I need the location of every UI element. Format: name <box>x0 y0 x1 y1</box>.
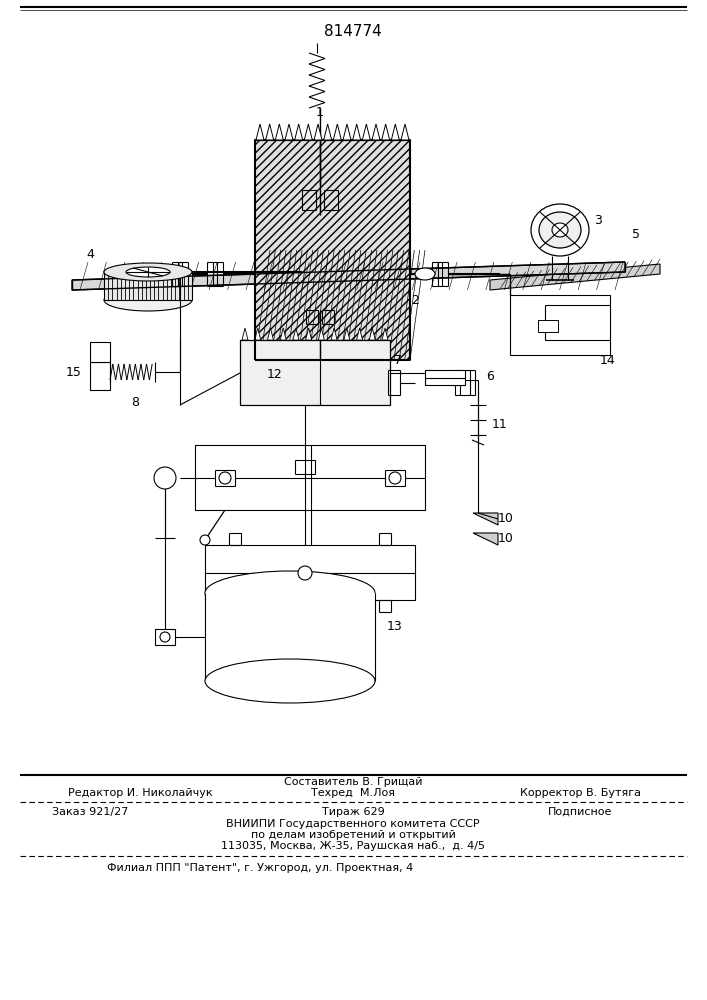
Polygon shape <box>392 124 399 140</box>
Polygon shape <box>362 124 370 140</box>
Text: Филиал ППП "Патент", г. Ужгород, ул. Проектная, 4: Филиал ППП "Патент", г. Ужгород, ул. Про… <box>107 863 413 873</box>
Bar <box>255 140 410 360</box>
Polygon shape <box>356 328 363 340</box>
Bar <box>510 295 610 355</box>
Text: 8: 8 <box>131 395 139 408</box>
Polygon shape <box>382 124 390 140</box>
Polygon shape <box>305 328 312 340</box>
Ellipse shape <box>126 267 170 277</box>
Polygon shape <box>266 124 274 140</box>
Text: 6: 6 <box>486 370 494 383</box>
Text: Тираж 629: Тираж 629 <box>322 807 385 817</box>
Polygon shape <box>372 124 380 140</box>
Text: 10: 10 <box>498 532 514 546</box>
Polygon shape <box>353 124 361 140</box>
Ellipse shape <box>104 263 192 281</box>
Text: ×: × <box>391 473 399 483</box>
Bar <box>155 629 175 645</box>
Bar <box>195 445 425 510</box>
Polygon shape <box>267 328 274 340</box>
Ellipse shape <box>205 659 375 703</box>
Polygon shape <box>293 328 299 340</box>
Bar <box>425 370 465 385</box>
Circle shape <box>200 535 210 545</box>
Polygon shape <box>382 328 388 340</box>
Ellipse shape <box>539 212 581 248</box>
Text: 814774: 814774 <box>324 24 382 39</box>
Polygon shape <box>343 124 351 140</box>
Ellipse shape <box>552 223 568 237</box>
Text: 5: 5 <box>632 229 640 241</box>
Bar <box>240 340 390 405</box>
Text: 4: 4 <box>86 248 94 261</box>
Ellipse shape <box>298 566 312 580</box>
Text: по делам изобретений и открытий: по делам изобретений и открытий <box>250 830 455 840</box>
Text: Корректор В. Бутяга: Корректор В. Бутяга <box>520 788 641 798</box>
Polygon shape <box>314 124 322 140</box>
Polygon shape <box>331 328 337 340</box>
Bar <box>538 320 558 332</box>
Text: 12: 12 <box>267 368 283 381</box>
Text: 2: 2 <box>411 294 419 306</box>
Polygon shape <box>255 328 261 340</box>
Text: 11: 11 <box>492 418 508 432</box>
Polygon shape <box>490 264 660 290</box>
Bar <box>205 593 375 681</box>
Text: Заказ 921/27: Заказ 921/27 <box>52 807 128 817</box>
Ellipse shape <box>205 571 375 615</box>
Text: 9: 9 <box>336 605 344 618</box>
Polygon shape <box>242 328 248 340</box>
Polygon shape <box>318 328 325 340</box>
Polygon shape <box>72 262 625 290</box>
Text: ВНИИПИ Государственного комитета СССР: ВНИИПИ Государственного комитета СССР <box>226 819 480 829</box>
Ellipse shape <box>154 467 176 489</box>
Text: Редактор И. Николайчук: Редактор И. Николайчук <box>68 788 212 798</box>
Polygon shape <box>280 328 286 340</box>
Polygon shape <box>304 124 312 140</box>
Polygon shape <box>473 513 498 525</box>
Polygon shape <box>333 124 341 140</box>
Ellipse shape <box>160 632 170 642</box>
Text: 1: 1 <box>316 105 324 118</box>
Polygon shape <box>275 124 284 140</box>
Bar <box>104 272 192 300</box>
Polygon shape <box>256 124 264 140</box>
Bar <box>205 545 415 600</box>
Text: 10: 10 <box>498 512 514 526</box>
Polygon shape <box>324 124 332 140</box>
Polygon shape <box>369 328 375 340</box>
Ellipse shape <box>389 472 401 484</box>
Text: ×: × <box>221 473 229 483</box>
Text: 13: 13 <box>387 620 403 634</box>
Bar <box>90 342 110 362</box>
Ellipse shape <box>531 204 589 256</box>
Text: 7: 7 <box>394 354 402 366</box>
Polygon shape <box>401 124 409 140</box>
Text: 15: 15 <box>66 365 82 378</box>
Ellipse shape <box>415 268 435 280</box>
Polygon shape <box>473 533 498 545</box>
Polygon shape <box>295 124 303 140</box>
Text: 113035, Москва, Ж-35, Раушская наб.,  д. 4/5: 113035, Москва, Ж-35, Раушская наб., д. … <box>221 841 485 851</box>
Polygon shape <box>344 328 350 340</box>
Text: Составитель В. Грищай: Составитель В. Грищай <box>284 777 422 787</box>
Text: Техред  М.Лоя: Техред М.Лоя <box>311 788 395 798</box>
Text: 14: 14 <box>600 354 616 366</box>
Bar <box>90 362 110 390</box>
Ellipse shape <box>104 289 192 311</box>
Polygon shape <box>285 124 293 140</box>
Ellipse shape <box>219 472 231 484</box>
Text: 3: 3 <box>594 214 602 227</box>
Text: Подписное: Подписное <box>548 807 612 817</box>
